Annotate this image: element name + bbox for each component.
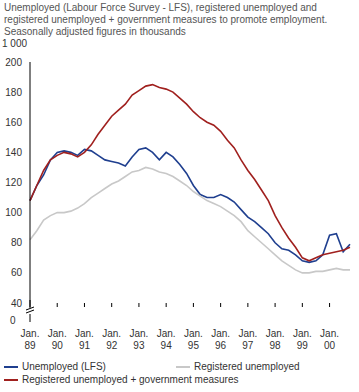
html-text:Registered unemployed: Registered unemployed	[194, 361, 300, 372]
svg-text:160: 160	[8, 117, 22, 128]
svg-text:Jan.96: Jan.96	[211, 328, 230, 350]
svg-text:180: 180	[8, 87, 22, 98]
svg-text:Jan.91: Jan.91	[75, 328, 94, 350]
html-text:1 000: 1 000	[2, 38, 27, 49]
html-text:Registered unemployed + govern: Registered unemployed + government measu…	[22, 374, 239, 385]
svg-text:40: 40	[11, 298, 23, 309]
svg-text:140: 140	[8, 147, 22, 158]
svg-text:60: 60	[11, 267, 23, 278]
svg-text:100: 100	[8, 207, 22, 218]
svg-text:Jan.00: Jan.00	[320, 328, 339, 350]
svg-text:120: 120	[8, 177, 22, 188]
svg-text:Jan.94: Jan.94	[157, 328, 176, 350]
html-text:Unemployed (Labour Force Surve: Unemployed (Labour Force Survey - LFS), …	[4, 2, 328, 37]
svg-text:Jan.90: Jan.90	[48, 328, 67, 350]
svg-text:Jan.99: Jan.99	[293, 328, 312, 350]
svg-text:Jan.98: Jan.98	[266, 328, 285, 350]
svg-text:Jan.92: Jan.92	[102, 328, 121, 350]
svg-text:200: 200	[8, 57, 22, 68]
svg-text:Jan.89: Jan.89	[21, 328, 40, 350]
svg-text:80: 80	[11, 237, 23, 248]
html-text:0: 0	[10, 315, 16, 326]
svg-text:Jan.95: Jan.95	[184, 328, 203, 350]
svg-text:Jan.97: Jan.97	[238, 328, 257, 350]
svg-text:Jan.93: Jan.93	[129, 328, 148, 350]
html-text:Unemployed (LFS): Unemployed (LFS)	[22, 361, 106, 372]
